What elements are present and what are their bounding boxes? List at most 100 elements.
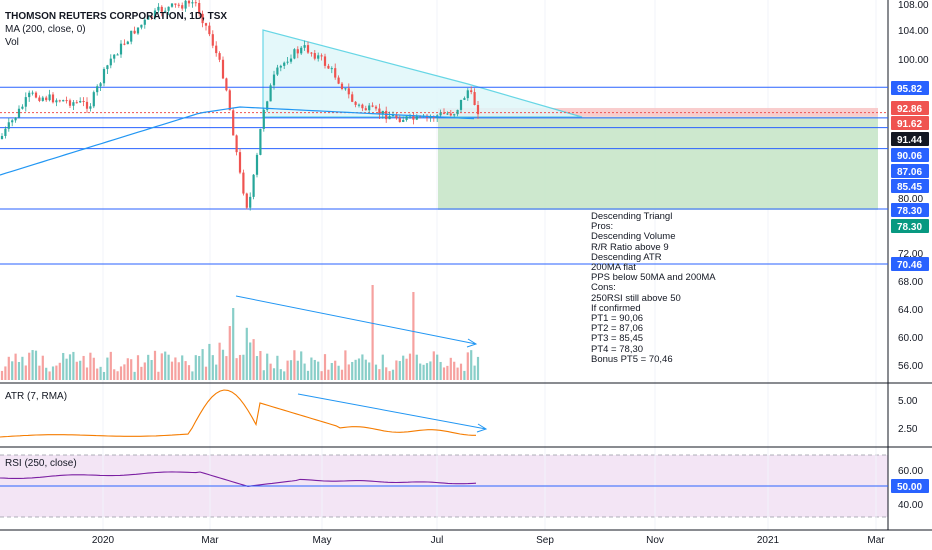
candle-body — [126, 41, 129, 45]
candle-body — [102, 69, 106, 84]
candle-body — [153, 10, 157, 18]
volume-bar — [123, 364, 126, 380]
volume-bar — [28, 352, 31, 380]
analysis-note: Descending Triangl Pros: Descending Volume… — [591, 211, 716, 365]
volume-bar — [68, 354, 72, 380]
candle-body — [136, 27, 140, 34]
volume-bar — [463, 370, 466, 380]
candle-body — [177, 4, 180, 6]
candle-body — [402, 119, 405, 122]
volume-bar — [317, 361, 320, 380]
volume-bar — [385, 367, 388, 380]
note-line: PT2 = 87,06 — [591, 323, 644, 335]
volume-bar — [79, 360, 82, 380]
volume-bar — [252, 339, 255, 380]
candle-body — [147, 16, 150, 20]
volume-bar — [361, 354, 364, 380]
volume-bar — [446, 365, 449, 380]
price-tag — [891, 257, 929, 271]
candle-body — [123, 43, 126, 45]
candle-body — [45, 97, 48, 101]
candle-body — [262, 109, 265, 129]
volume-bar — [470, 350, 473, 380]
candle-body — [130, 30, 133, 42]
volume-bar — [21, 356, 24, 380]
note-line: Descending Triangl — [591, 211, 673, 222]
candle-body — [439, 112, 442, 116]
candle-body — [79, 100, 82, 103]
volume-bar — [140, 366, 143, 380]
candle-body — [293, 49, 296, 59]
atr-tick-label: 5.00 — [898, 396, 918, 407]
candle-body — [378, 108, 381, 115]
candle-body — [31, 92, 34, 94]
candle-body — [368, 105, 371, 111]
rsi-legend[interactable]: RSI (250, close) — [5, 458, 77, 469]
volume-bar — [17, 361, 21, 380]
volume-bar — [133, 371, 136, 380]
volume-bar — [177, 362, 180, 380]
price-tag-label: 91.44 — [897, 135, 922, 146]
symbol-title[interactable]: THOMSON REUTERS CORPORATION, 1D, TSX — [5, 11, 228, 22]
candle-body — [21, 106, 24, 109]
candle-body — [48, 94, 51, 101]
note-line: Pros: — [591, 221, 614, 233]
candle-body — [361, 104, 364, 109]
candle-body — [344, 88, 347, 90]
candle-body — [143, 19, 146, 25]
x-tick-label: 2020 — [92, 535, 115, 546]
atr-legend[interactable]: ATR (7, RMA) — [5, 391, 68, 402]
volume-bar — [283, 371, 286, 380]
volume-bar — [286, 360, 289, 380]
volume-bar — [398, 361, 401, 380]
price-tag-label: 78.30 — [897, 206, 922, 217]
volume-bar — [303, 363, 306, 380]
volume-bar — [225, 356, 228, 380]
price-tag — [891, 179, 929, 193]
price-tag — [891, 148, 929, 162]
candle-body — [167, 6, 170, 11]
candle-body — [51, 94, 55, 103]
price-tick-label: 68.00 — [898, 277, 923, 288]
candle-body — [327, 65, 330, 69]
volume-bar — [184, 361, 187, 380]
candle-body — [459, 99, 463, 110]
vol-legend[interactable]: Vol — [5, 37, 19, 48]
volume-bar — [7, 356, 10, 380]
candle-body — [334, 68, 337, 78]
candle-body — [371, 105, 374, 107]
price-tag — [891, 81, 929, 95]
volume-bar — [337, 365, 340, 380]
candle-body — [24, 97, 27, 107]
candle-body — [313, 53, 316, 59]
candle-body — [405, 116, 408, 120]
volume-bar — [259, 351, 262, 380]
candle-body — [429, 117, 432, 119]
candle-body — [453, 114, 456, 116]
candle-body — [337, 77, 340, 84]
volume-bar — [419, 363, 422, 380]
ma-legend[interactable]: MA (200, close, 0) — [5, 24, 86, 35]
volume-bar — [194, 355, 197, 380]
volume-bar — [476, 356, 480, 380]
volume-bar — [150, 360, 153, 380]
volume-bar — [449, 357, 452, 380]
volume-bar — [160, 353, 163, 380]
volume-bar — [38, 365, 41, 380]
volume-trend-arrow — [235, 295, 477, 345]
candle-body — [113, 54, 116, 59]
candle-body — [310, 52, 313, 54]
candle-body — [385, 110, 388, 120]
candle-body — [160, 6, 163, 12]
volume-bar — [405, 358, 408, 380]
volume-bar — [51, 366, 55, 380]
volume-bar — [34, 350, 38, 380]
volume-bar — [208, 343, 211, 380]
rsi-tick-label: 60.00 — [898, 466, 923, 477]
price-tick-label: 56.00 — [898, 361, 923, 372]
candle-body — [34, 92, 38, 98]
candle-body — [300, 47, 303, 54]
volume-bar — [374, 364, 378, 380]
volume-bar — [255, 356, 259, 380]
